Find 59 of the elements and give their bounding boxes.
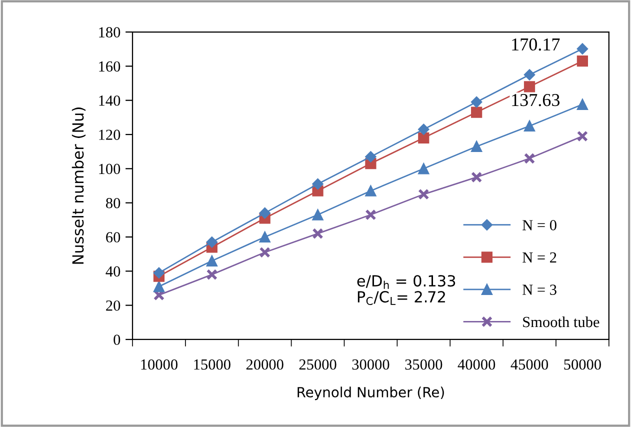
annotation: 137.63 [512, 94, 560, 106]
y-tick-label: 100 [99, 164, 120, 174]
annotation: P$_{C}$/C$_{L}$= 2.72 [358, 291, 445, 306]
y-tick-label: 80 [106, 198, 120, 208]
point [153, 267, 165, 278]
point [524, 152, 536, 164]
point [365, 185, 376, 196]
point [470, 96, 482, 108]
point [259, 246, 270, 258]
point [576, 130, 588, 142]
point [206, 255, 218, 266]
point [365, 209, 376, 220]
point [418, 132, 430, 144]
point [312, 228, 324, 240]
point [524, 81, 536, 92]
point [206, 236, 218, 248]
point [576, 43, 588, 54]
y-tick-label: 60 [106, 232, 120, 242]
x-tick-label: 20000 [246, 359, 284, 370]
x-tick-label: 50000 [564, 359, 601, 370]
y-axis-title: Nusselt number (Nu) [72, 108, 86, 264]
point [418, 163, 430, 174]
point [312, 178, 324, 190]
y-tick-label: 20 [106, 300, 120, 311]
point [365, 151, 376, 162]
y-tick-label: 140 [99, 95, 120, 106]
point [471, 106, 482, 118]
point [312, 209, 324, 220]
annotation: e/D$_{h}$ = 0.133 [357, 275, 456, 289]
x-tick-label: 30000 [352, 359, 390, 370]
x-axis-title: Reynold Number (Re) [298, 386, 444, 400]
legend-label: Smooth tube [523, 316, 600, 328]
y-tick-label: 180 [99, 27, 120, 38]
x-tick-label: 45000 [510, 359, 548, 370]
point [259, 231, 270, 243]
legend-label: N = 3 [522, 284, 556, 295]
point [153, 280, 165, 292]
point [206, 269, 218, 280]
y-tick-label: 160 [99, 61, 120, 72]
x-tick-label: 35000 [405, 359, 442, 370]
point [418, 188, 430, 200]
point [259, 207, 270, 219]
x-tick-label: 40000 [458, 359, 496, 370]
y-tick-label: 0 [114, 334, 120, 345]
x-tick-label: 10000 [141, 359, 178, 370]
x-tick-label: 15000 [194, 359, 230, 370]
point [524, 120, 536, 132]
point [576, 56, 588, 67]
legend-label: N = 2 [522, 252, 556, 262]
point [471, 172, 482, 183]
annotation: 170.17 [512, 38, 560, 51]
point [524, 69, 536, 80]
point [471, 140, 482, 152]
legend-label: N = 0 [522, 220, 556, 230]
point [576, 98, 588, 110]
x-tick-label: 25000 [299, 359, 336, 370]
y-tick-label: 40 [106, 266, 120, 277]
y-tick-label: 120 [99, 130, 120, 140]
point [418, 124, 430, 135]
